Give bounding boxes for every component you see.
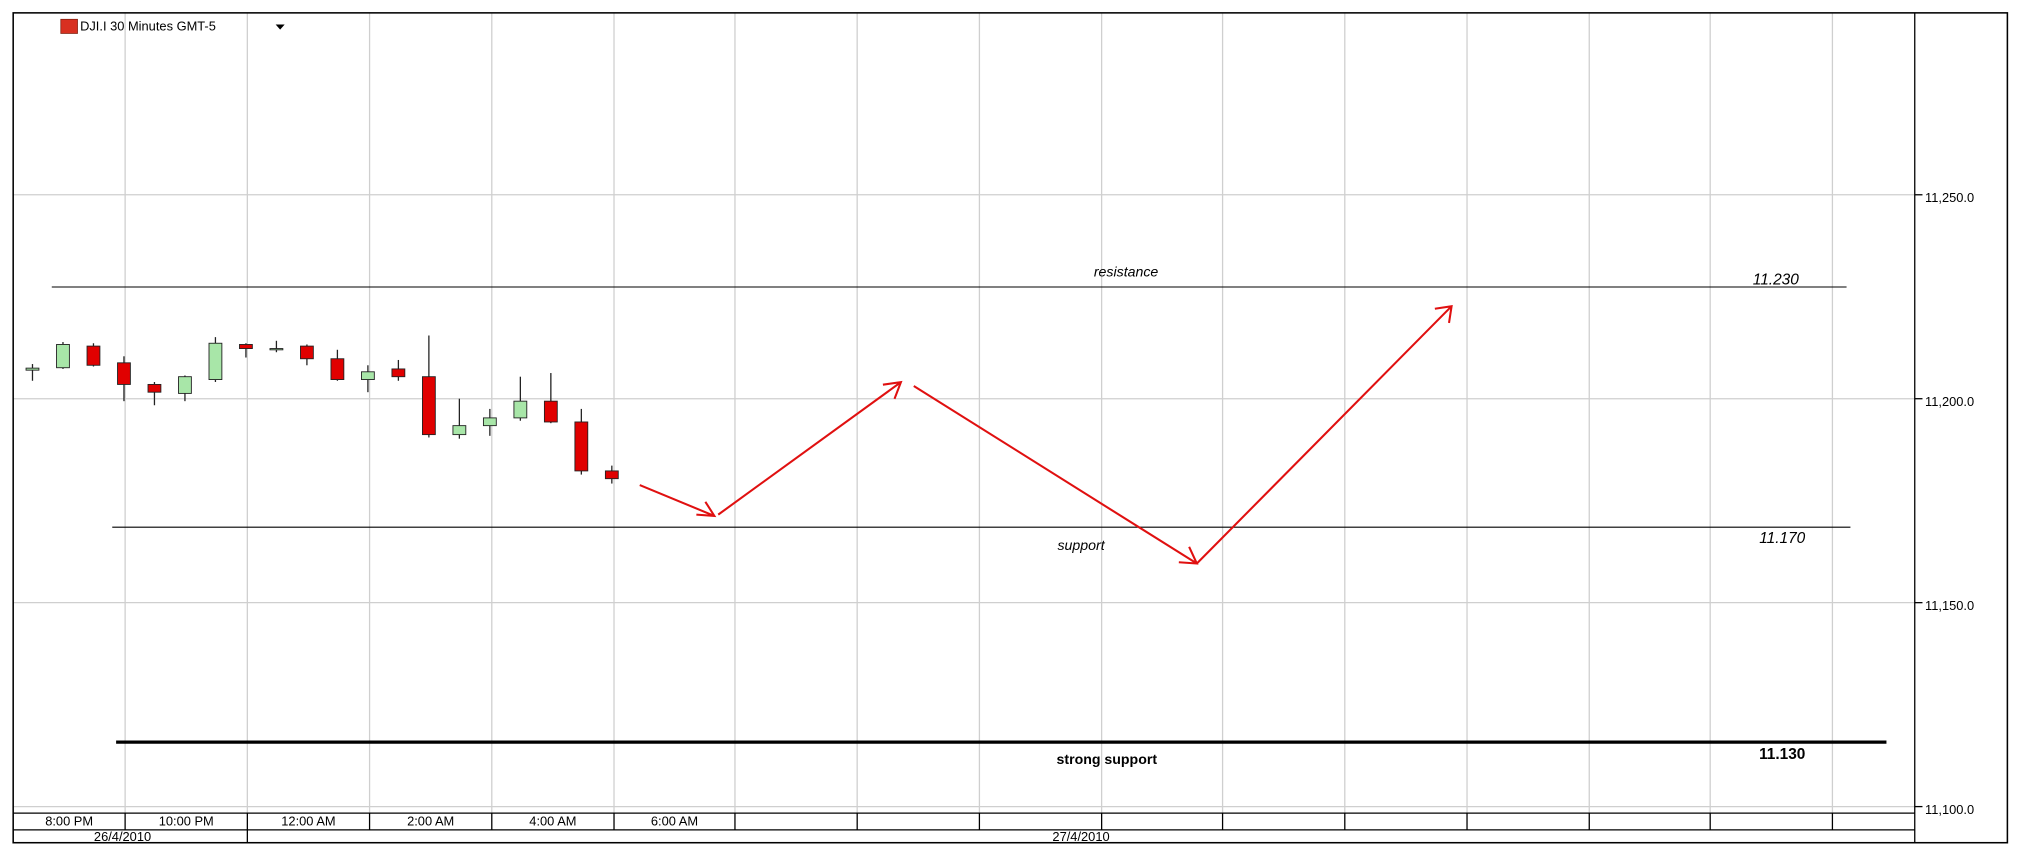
level-tag: 11.230 — [1753, 272, 1799, 289]
candle-body — [330, 358, 345, 380]
title-bar: DJI.I 30 Minutes GMT-5 — [60, 18, 285, 34]
x-tick-label: 8:00 PM — [45, 814, 93, 829]
x-tick-label: 6:00 AM — [651, 814, 698, 829]
x-tick-label: 4:00 AM — [529, 814, 576, 829]
grid — [13, 12, 1915, 814]
arrow — [1196, 304, 1453, 565]
date-label: 27/4/2010 — [1052, 829, 1109, 844]
y-tick-label: 11,100.0 — [1925, 802, 1974, 817]
candle-body — [543, 400, 558, 423]
level-name: resistance — [1094, 264, 1159, 280]
frame — [12, 12, 2009, 844]
arrow — [913, 385, 1199, 565]
candle-body — [147, 383, 162, 393]
candle-body — [452, 425, 467, 436]
y-tick-label: 11,150.0 — [1925, 598, 1974, 613]
x-tick-label: 10:00 PM — [159, 814, 214, 829]
y-tick-label: 11,200.0 — [1925, 394, 1974, 409]
level-tag: 11.130 — [1759, 746, 1805, 763]
candle-body — [604, 470, 619, 480]
candle-body — [300, 345, 314, 360]
candle-body — [86, 345, 101, 366]
forecast-arrows — [639, 304, 1453, 565]
candle-body — [361, 371, 375, 380]
candle-body — [25, 367, 40, 371]
candle-body — [421, 376, 436, 436]
chart-title: DJI.I 30 Minutes GMT-5 — [80, 18, 216, 33]
level-name: support — [1057, 537, 1105, 553]
dropdown-icon[interactable] — [275, 24, 285, 30]
arrow — [717, 380, 903, 516]
arrow — [639, 484, 717, 518]
marks — [25, 286, 1887, 744]
level-name: strong support — [1057, 751, 1158, 767]
candle-body — [178, 376, 192, 394]
x-tick-label: 2:00 AM — [407, 814, 454, 829]
x-tick-label: 12:00 AM — [281, 814, 335, 829]
candle-body — [117, 362, 131, 385]
candle-body — [239, 344, 253, 349]
level-tag: 11.170 — [1759, 530, 1805, 547]
candle-body — [513, 400, 528, 419]
y-tick-label: 11,250.0 — [1925, 190, 1974, 205]
date-label: 26/4/2010 — [94, 829, 151, 844]
candle-body — [482, 417, 497, 427]
candle-body — [56, 344, 70, 369]
instrument-icon — [60, 18, 78, 34]
candle-body — [574, 421, 589, 472]
candle-body — [269, 348, 284, 351]
candle-body — [208, 342, 223, 380]
candle-body — [391, 368, 406, 378]
